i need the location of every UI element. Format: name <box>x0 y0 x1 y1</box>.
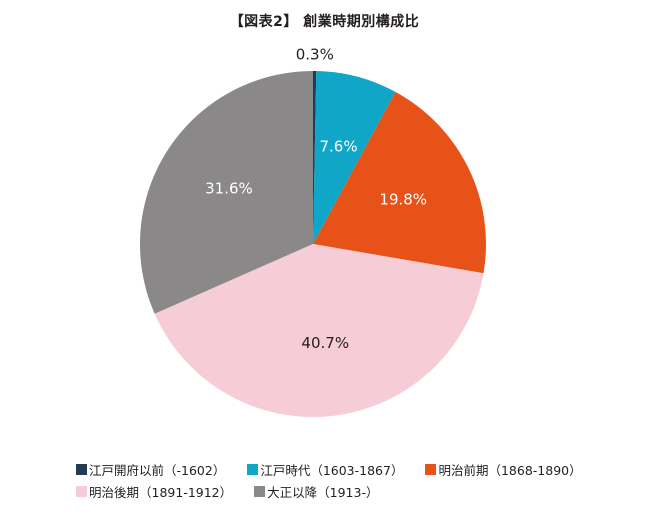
pie-slice <box>154 244 484 417</box>
legend-swatch <box>76 485 87 497</box>
slice-value-label: 40.7% <box>301 334 349 352</box>
pie-slice <box>313 71 396 244</box>
chart-title: 【図表2】 創業時期別構成比 <box>229 14 420 30</box>
legend-row-2: 明治後期（1891-1912） 大正以降（1913-） <box>76 480 636 502</box>
slice-value-label: 7.6% <box>320 137 358 155</box>
legend-row-1: 江戸開府以前（-1602） 江戸時代（1603-1867） 明治前期（1868-… <box>76 458 636 480</box>
legend-swatch <box>425 463 437 475</box>
legend-label: 明治後期（1891-1912） <box>89 484 233 500</box>
legend-item-edo: 江戸時代（1603-1867） <box>247 460 403 479</box>
legend-swatch <box>254 485 266 497</box>
pie-slice <box>313 91 486 274</box>
legend-swatch <box>76 463 87 475</box>
legend-swatch <box>247 463 259 475</box>
legend-label: 江戸時代（1603-1867） <box>260 462 404 478</box>
legend-item-meiji-late: 明治後期（1891-1912） <box>76 482 232 501</box>
legend-label: 明治前期（1868-1890） <box>438 462 582 478</box>
slice-value-label: 31.6% <box>205 180 253 198</box>
legend-item-taisho: 大正以降（1913-） <box>254 482 378 501</box>
slice-value-label: 19.8% <box>379 191 427 209</box>
pie-slice <box>140 71 313 314</box>
slice-value-label: 0.3% <box>296 46 334 64</box>
legend-item-meiji-early: 明治前期（1868-1890） <box>425 460 582 479</box>
legend: 江戸開府以前（-1602） 江戸時代（1603-1867） 明治前期（1868-… <box>76 458 636 502</box>
legend-label: 大正以降（1913-） <box>267 484 379 500</box>
legend-item-edo-pre: 江戸開府以前（-1602） <box>76 460 225 479</box>
legend-label: 江戸開府以前（-1602） <box>89 462 226 478</box>
pie-chart: 0.3% 7.6% 19.8% 40.7% 31.6% <box>140 46 486 417</box>
pie-slice <box>313 71 317 244</box>
